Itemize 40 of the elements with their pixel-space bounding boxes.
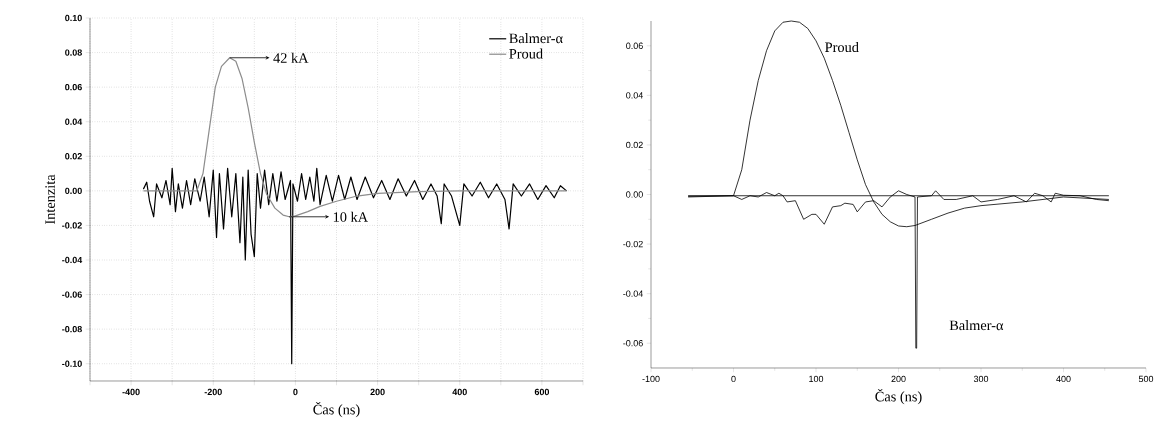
x-tick-label: 500 <box>1138 375 1154 383</box>
annotation: 42 kA <box>273 52 309 63</box>
series-label: Proud <box>825 41 859 53</box>
y-tick-label: -0.06 <box>623 340 643 347</box>
legend-label: Balmer-α <box>509 33 563 44</box>
y-tick-label: -0.04 <box>623 290 643 297</box>
y-tick-label: 0.00 <box>626 191 643 198</box>
x-tick-label: 200 <box>891 375 906 383</box>
x-axis-title: Čas (ns) <box>313 401 360 418</box>
x-tick-label: 200 <box>370 388 385 396</box>
x-tick-label: -400 <box>122 388 140 396</box>
y-tick-label: -0.06 <box>62 291 82 298</box>
y-tick-label: -0.10 <box>62 360 82 367</box>
y-tick-label: 0.02 <box>626 141 643 149</box>
y-tick-label: -0.08 <box>62 325 82 333</box>
legend-label: Proud <box>509 48 543 59</box>
y-tick-label: 0.04 <box>626 92 643 99</box>
x-tick-label: 0 <box>731 375 736 383</box>
y-tick-label: 0.06 <box>626 42 643 49</box>
y-tick-label: 0.10 <box>65 14 82 22</box>
x-axis-title: Čas (ns) <box>875 388 922 405</box>
x-tick-label: 100 <box>809 375 824 383</box>
y-tick-label: 0.00 <box>65 187 82 195</box>
x-tick-label: 400 <box>452 388 467 396</box>
x-tick-label: 0 <box>293 388 298 396</box>
y-axis-title: Intenzita <box>45 174 55 225</box>
y-tick-label: 0.04 <box>65 118 83 125</box>
annotation: 10 kA <box>333 211 368 222</box>
y-tick-label: 0.08 <box>65 49 82 56</box>
x-tick-label: 300 <box>973 375 989 383</box>
y-tick-label: -0.02 <box>623 240 643 248</box>
x-tick-label: -100 <box>642 375 660 383</box>
text: Balmer-α <box>949 320 1004 331</box>
x-tick-label: -200 <box>204 388 222 396</box>
y-tick-label: -0.02 <box>62 222 82 229</box>
y-tick-label: 0.02 <box>65 153 82 160</box>
y-tick-label: -0.04 <box>62 256 83 264</box>
y-tick-label: 0.06 <box>65 83 82 91</box>
x-tick-label: 400 <box>1056 375 1071 383</box>
x-tick-label: 600 <box>534 388 550 396</box>
